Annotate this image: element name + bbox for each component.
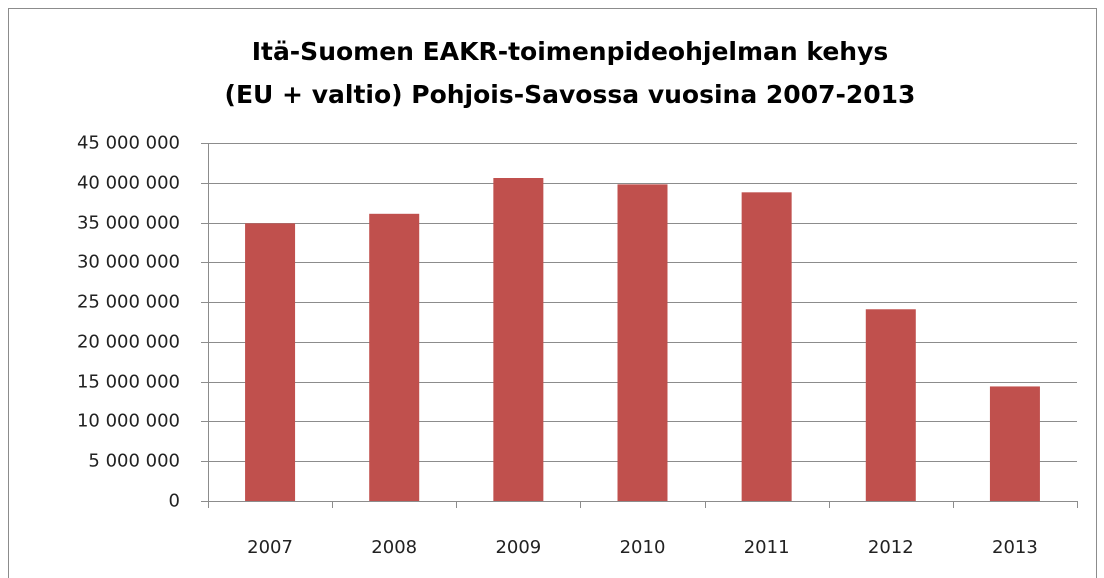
x-tick-label: 2008	[371, 537, 417, 558]
x-tick-label: 2010	[620, 537, 666, 558]
bar	[865, 309, 916, 501]
chart-title: Itä-Suomen EAKR-toimenpideohjelman kehys	[252, 37, 889, 66]
y-tick-label: 10 000 000	[77, 411, 180, 432]
bar	[245, 223, 296, 501]
bar	[369, 213, 420, 501]
y-tick-label: 40 000 000	[77, 173, 180, 194]
y-tick-label: 45 000 000	[77, 133, 180, 154]
x-tick-label: 2009	[495, 537, 541, 558]
y-tick-label: 20 000 000	[77, 332, 180, 353]
bar	[741, 192, 792, 501]
x-tick-label: 2013	[992, 537, 1038, 558]
y-tick-label: 0	[169, 491, 180, 512]
y-tick-label: 25 000 000	[77, 292, 180, 313]
bar	[989, 386, 1040, 501]
y-tick-label: 30 000 000	[77, 252, 180, 273]
chart-title: (EU + valtio) Pohjois-Savossa vuosina 20…	[225, 80, 916, 109]
x-tick-label: 2012	[868, 537, 914, 558]
y-tick-label: 5 000 000	[88, 451, 180, 472]
x-tick-label: 2007	[247, 537, 293, 558]
y-tick-label: 15 000 000	[77, 372, 180, 393]
bar	[493, 178, 544, 501]
bar	[617, 184, 668, 501]
x-tick-label: 2011	[744, 537, 790, 558]
y-tick-label: 35 000 000	[77, 213, 180, 234]
